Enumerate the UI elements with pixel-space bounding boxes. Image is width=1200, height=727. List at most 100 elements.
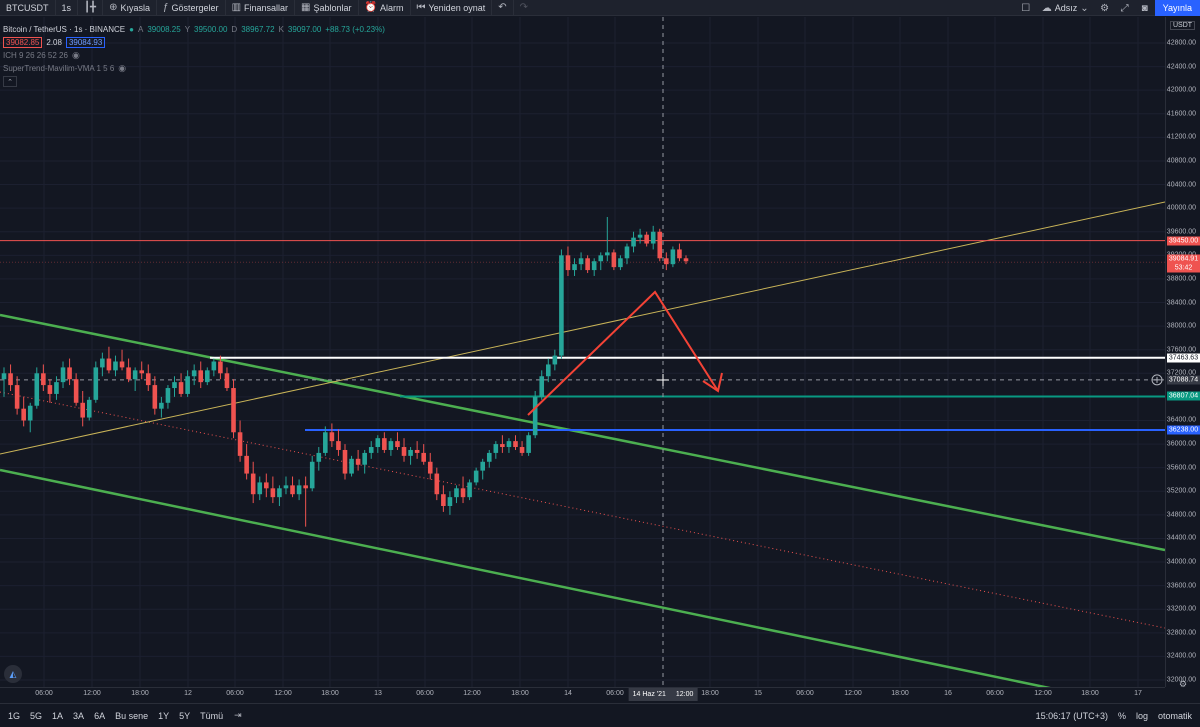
candle-body [47,385,53,394]
candle-body [336,441,341,450]
layout-name-button[interactable]: ☁ Adsız ⌄ [1036,0,1095,16]
price-level-label: 36807.04 [1167,391,1200,401]
candle-body [591,261,597,271]
currency-badge[interactable]: USDT [1170,21,1196,30]
symbol-title[interactable]: Bitcoin / TetherUS · 1s · BINANCE [3,25,126,34]
gear-icon[interactable]: ⚙ [1179,679,1188,689]
compare-button[interactable]: ⊕ Kıyasla [103,0,157,16]
time-tick-label: 18:00 [1081,690,1099,697]
indicators-button[interactable]: ƒ Göstergeler [157,0,226,16]
candle-body [342,449,348,474]
candle-body [473,470,479,483]
tradingview-logo-icon[interactable]: ◭ [4,665,22,683]
price-tick-label: 40000.00 [1166,204,1196,212]
eye-icon[interactable]: ◉ [118,63,127,73]
legend-indicator-supertrend[interactable]: SuperTrend-Mavilim-VMA 1 5 6 ◉ [3,62,385,75]
price-axis[interactable]: USDT ⚙ 42800.00 42400.00 42000.00 41600.00 4… [1165,17,1200,689]
interval-button[interactable]: 1s [56,0,79,16]
range-button[interactable]: 5G [30,710,43,721]
time-tick-label: 06:00 [416,690,434,697]
range-button[interactable]: 3A [73,710,85,721]
legend-indicator-ichimoku[interactable]: ICH 9 26 26 52 26 ◉ [3,49,385,62]
redo-button[interactable]: ↷ [514,0,534,16]
sell-price-button[interactable]: 39082.85 [3,37,43,48]
candle-body [113,361,118,371]
candle-body [316,452,322,462]
candle-body [355,458,361,465]
auto-toggle[interactable]: otomatik [1157,711,1192,721]
fullscreen-icon[interactable]: ☐ [1021,2,1031,14]
templates-button[interactable]: ▦ Şablonlar [295,0,359,16]
candle-body [145,373,151,386]
channel-lower-line [0,468,1051,687]
goto-date-icon[interactable]: ⇥ [234,710,242,720]
collapse-legend-button[interactable]: ⌃ [3,76,17,87]
candle-body [80,402,85,418]
alert-button[interactable]: ⏰ Alarm [359,0,411,16]
candle-body [14,385,20,409]
time-tick-label: 12:00 [83,690,101,697]
price-tick-label: 35200.00 [1166,487,1196,495]
price-tick-label: 34400.00 [1166,534,1196,542]
range-button[interactable]: 5Y [179,710,191,721]
candle-body [73,379,79,403]
candle-body [565,255,571,271]
chart-pane[interactable]: Bitcoin / TetherUS · 1s · BINANCE ● A 390… [0,17,1165,687]
time-axis[interactable]: 06:00 12:00 18:00 12 06:00 12:00 18:00 13 06:00 1… [0,687,1165,701]
range-button[interactable]: Tümü [200,710,224,721]
candle-body [237,432,243,456]
range-button[interactable]: 1Y [158,710,170,721]
time-tick-label: 18:00 [321,690,339,697]
price-tick-label: 35600.00 [1166,464,1196,472]
candle-body [119,361,125,368]
symbol-search-button[interactable]: BTCUSDT [0,0,56,16]
candle-body [165,388,171,403]
candle-body [611,252,617,268]
up-dot-icon: ● [129,25,134,34]
candle-body [132,370,138,380]
low-value: 38967.72 [241,25,275,34]
candle-body [100,358,105,368]
range-button[interactable]: 6A [94,710,106,721]
expand-icon[interactable]: ⤢ [1120,2,1129,14]
clock-label[interactable]: 15:06:17 (UTC+3) [1035,711,1108,721]
price-tick-label: 38400.00 [1166,299,1196,307]
range-button[interactable]: 1G [8,710,21,721]
fx-icon: ƒ [162,2,169,13]
candle-body [329,432,335,442]
price-tick-label: 42800.00 [1166,39,1196,47]
crosshair-date: 14 Haz '21 [632,691,666,698]
indicators-label: Göstergeler [171,2,219,13]
candle-body [408,449,413,456]
undo-button[interactable]: ↶ [492,0,514,16]
range-button[interactable]: 1A [52,710,64,721]
candle-body [447,497,453,507]
candle-body [296,485,302,495]
replay-button[interactable]: ⏮ Yeniden oynat [411,0,493,16]
candle-body [152,385,158,409]
candle-body [644,234,649,244]
chart-type-button[interactable]: ┃╋ [78,0,104,16]
log-toggle[interactable]: log [1135,711,1148,721]
candle-body [578,258,584,265]
camera-icon[interactable]: ◙ [1141,2,1148,14]
crosshair-time-label: 14 Haz '21 12:00 [628,688,698,701]
financials-button[interactable]: ▥ Finansallar [226,0,296,16]
candle-body [54,382,59,394]
gear-icon[interactable]: ⚙ [1100,2,1110,14]
buy-price-button[interactable]: 39084.93 [65,37,106,48]
percent-toggle[interactable]: % [1117,711,1126,721]
publish-button[interactable]: Yayınla [1154,0,1200,16]
eye-icon[interactable]: ◉ [71,50,80,60]
range-button[interactable]: Bu sene [115,710,149,721]
candle-body [382,438,387,450]
candle-body [467,482,472,498]
time-tick-label: 18:00 [891,690,909,697]
price-tick-label: 38000.00 [1166,322,1196,330]
candle-body [290,485,295,495]
time-tick-label: 15 [754,690,762,697]
price-chart[interactable] [0,17,1165,687]
high-key: Y [184,25,191,34]
projection-arrow [527,290,719,416]
candle-body [250,473,256,495]
